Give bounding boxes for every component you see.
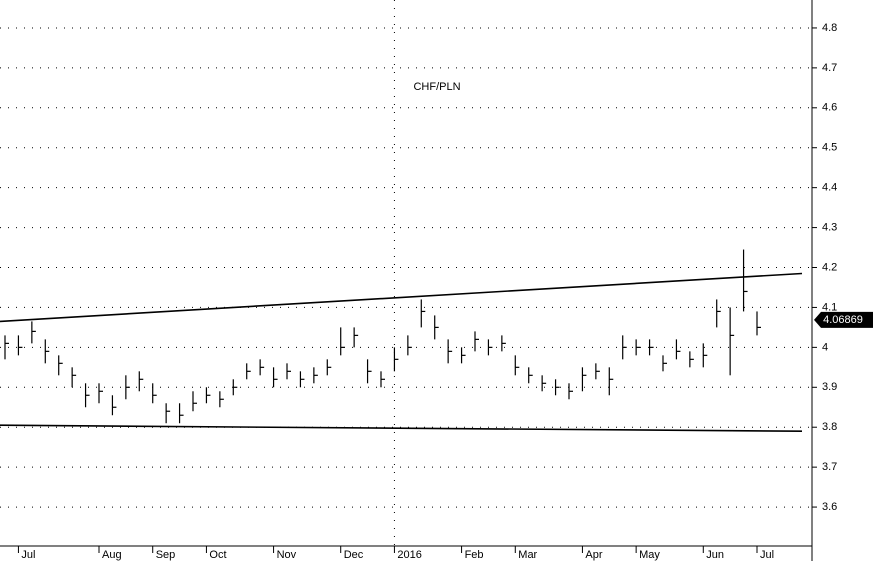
x-tick-label: Nov xyxy=(277,549,297,561)
x-tick-label: Dec xyxy=(344,549,364,561)
last-price-box xyxy=(814,311,873,328)
y-tick-label: 4.4 xyxy=(822,182,837,194)
last-price-label: 4.06869 xyxy=(823,314,863,326)
x-tick-label: Oct xyxy=(209,549,226,561)
x-tick-label: 2016 xyxy=(397,549,421,561)
x-tick-label: Jul xyxy=(21,549,35,561)
x-tick-label: Jul xyxy=(760,549,774,561)
y-tick-label: 4 xyxy=(822,341,828,353)
y-tick-label: 4.7 xyxy=(822,62,837,74)
y-tick-label: 4.2 xyxy=(822,261,837,273)
y-tick-label: 3.8 xyxy=(822,421,837,433)
y-tick-label: 3.9 xyxy=(822,381,837,393)
x-tick-label: Mar xyxy=(518,549,537,561)
x-tick-label: Feb xyxy=(465,549,484,561)
y-tick-label: 4.3 xyxy=(822,221,837,233)
x-tick-label: Jun xyxy=(706,549,724,561)
x-tick-label: Sep xyxy=(156,549,176,561)
y-tick-label: 4.8 xyxy=(822,22,837,34)
chart-title: CHF/PLN xyxy=(413,81,460,93)
y-tick-label: 3.6 xyxy=(822,501,837,513)
y-tick-label: 4.5 xyxy=(822,142,837,154)
x-tick-label: May xyxy=(639,549,660,561)
y-tick-label: 4.1 xyxy=(822,301,837,313)
y-tick-label: 3.7 xyxy=(822,461,837,473)
x-tick-label: Aug xyxy=(102,549,122,561)
trend-line xyxy=(0,424,803,433)
x-tick-label: Apr xyxy=(585,549,602,561)
trend-line xyxy=(0,272,803,323)
y-tick-label: 4.6 xyxy=(822,102,837,114)
